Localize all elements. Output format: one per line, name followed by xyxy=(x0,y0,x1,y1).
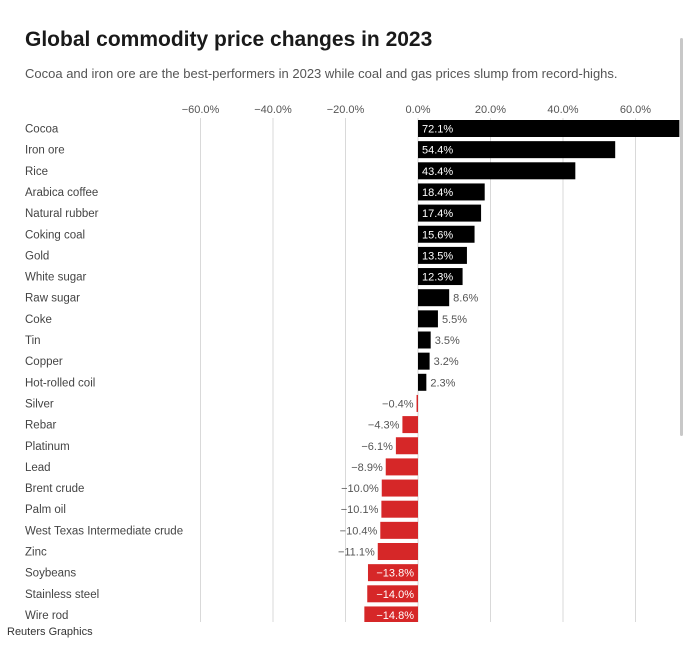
category-label: Lead xyxy=(25,462,51,474)
category-label: Stainless steel xyxy=(25,589,99,601)
bar xyxy=(418,225,475,243)
x-tick-label: 0.0% xyxy=(405,104,430,116)
x-tick-label: −20.0% xyxy=(327,104,365,116)
bar xyxy=(418,162,576,180)
bar xyxy=(381,500,418,518)
value-label: 15.6% xyxy=(422,229,453,241)
value-label: −0.4% xyxy=(382,398,414,410)
category-label: Rebar xyxy=(25,420,56,432)
value-label: −10.1% xyxy=(341,504,379,516)
value-label: 13.5% xyxy=(422,250,453,262)
category-label: Copper xyxy=(25,356,63,368)
category-label: Iron ore xyxy=(25,145,65,157)
category-label: White sugar xyxy=(25,272,87,284)
bar xyxy=(380,521,418,539)
value-label: −6.1% xyxy=(361,441,393,453)
bar xyxy=(418,246,467,264)
bar xyxy=(418,204,482,222)
category-label: Brent crude xyxy=(25,483,84,495)
scrollbar[interactable] xyxy=(680,38,683,436)
value-label: 18.4% xyxy=(422,187,453,199)
category-label: Zinc xyxy=(25,547,47,559)
category-label: Raw sugar xyxy=(25,293,80,305)
bar xyxy=(418,141,616,159)
category-label: Arabica coffee xyxy=(25,187,98,199)
bar xyxy=(377,543,418,560)
bar xyxy=(418,352,430,370)
bar xyxy=(418,120,680,137)
bar xyxy=(418,373,427,391)
chart-title: Global commodity price changes in 2023 xyxy=(25,28,433,51)
bar xyxy=(402,416,418,434)
source-credit: Reuters Graphics xyxy=(7,626,93,638)
value-label: 8.6% xyxy=(453,293,478,305)
value-label: 5.5% xyxy=(442,314,467,326)
category-label: Silver xyxy=(25,398,54,410)
value-label: −8.9% xyxy=(351,462,383,474)
value-label: 3.2% xyxy=(434,356,459,368)
category-label: Hot-rolled coil xyxy=(25,377,95,389)
bar xyxy=(385,458,418,476)
bar xyxy=(418,331,431,349)
value-label: −10.0% xyxy=(341,483,379,495)
category-label: Palm oil xyxy=(25,504,66,516)
x-tick-label: −60.0% xyxy=(182,104,220,116)
category-label: Natural rubber xyxy=(25,208,99,220)
bar xyxy=(418,183,485,201)
x-tick-label: 40.0% xyxy=(547,104,578,116)
bar xyxy=(418,289,450,307)
x-tick-label: −40.0% xyxy=(254,104,292,116)
category-label: Cocoa xyxy=(25,124,59,136)
value-label: 54.4% xyxy=(422,145,453,157)
category-label: West Texas Intermediate crude xyxy=(25,525,183,537)
bar xyxy=(395,437,418,455)
value-label: 3.5% xyxy=(435,335,460,347)
bar xyxy=(381,479,418,497)
category-label: Coking coal xyxy=(25,229,85,241)
value-label: 17.4% xyxy=(422,208,453,220)
value-label: −14.8% xyxy=(376,610,414,622)
x-tick-label: 60.0% xyxy=(620,104,651,116)
value-label: 2.3% xyxy=(430,377,455,389)
category-label: Platinum xyxy=(25,441,70,453)
bar xyxy=(364,606,418,622)
category-label: Gold xyxy=(25,250,49,262)
value-label: 43.4% xyxy=(422,166,453,178)
value-label: 12.3% xyxy=(422,272,453,284)
bar xyxy=(367,564,418,582)
bar xyxy=(418,310,438,328)
chart-subtitle: Cocoa and iron ore are the best-performe… xyxy=(25,66,618,81)
bar xyxy=(418,268,463,286)
category-label: Soybeans xyxy=(25,568,76,580)
bar xyxy=(416,394,418,412)
bar xyxy=(367,585,418,603)
category-label: Rice xyxy=(25,166,48,178)
value-label: −11.1% xyxy=(338,547,375,559)
category-label: Wire rod xyxy=(25,610,68,622)
category-label: Coke xyxy=(25,314,52,326)
bar-chart: −60.0% −40.0% −20.0% 0.0% 20.0% 40.0% 60.0% Coc… xyxy=(25,104,680,622)
value-label: −14.0% xyxy=(376,589,414,601)
value-label: 72.1% xyxy=(422,124,453,136)
value-label: −4.3% xyxy=(368,420,400,432)
category-label: Tin xyxy=(25,335,41,347)
x-tick-label: 20.0% xyxy=(475,104,506,116)
value-label: −13.8% xyxy=(376,568,414,580)
value-label: −10.4% xyxy=(340,525,378,537)
